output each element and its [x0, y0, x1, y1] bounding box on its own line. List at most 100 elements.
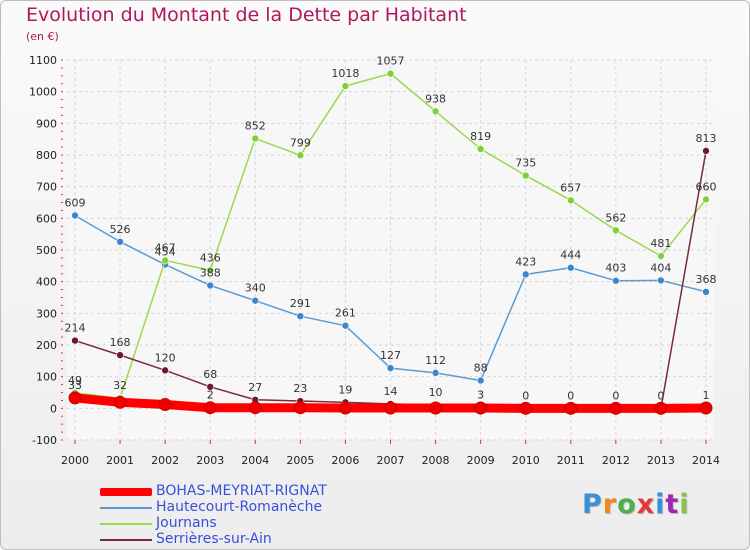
data-point: [206, 281, 215, 290]
data-point: [566, 196, 575, 205]
y-tick-label: 100: [36, 371, 57, 384]
data-point: [702, 147, 710, 155]
y-tick-label: 0: [50, 402, 57, 415]
data-label: 444: [560, 249, 581, 262]
data-point: [521, 270, 530, 279]
axes: -100010020030040050060070080090010001100…: [29, 54, 720, 467]
data-label: 454: [155, 246, 176, 259]
data-label: 261: [335, 307, 356, 320]
data-label: 291: [290, 297, 311, 310]
data-label: 49: [68, 374, 82, 387]
y-tick-label: 500: [36, 244, 57, 257]
data-label: 799: [290, 136, 311, 149]
data-label: 27: [248, 381, 262, 394]
data-point: [429, 401, 443, 415]
data-point: [609, 401, 623, 415]
data-point: [251, 134, 260, 143]
data-label: 813: [696, 132, 717, 145]
y-tick-label: 900: [36, 117, 57, 130]
data-point: [474, 401, 488, 415]
data-label: 2: [207, 389, 214, 402]
data-label: 819: [470, 130, 491, 143]
data-point: [657, 276, 665, 285]
data-point: [699, 401, 713, 415]
logo-letter: o: [617, 489, 637, 520]
data-point: [338, 401, 352, 415]
x-tick-label: 2000: [61, 454, 89, 467]
data-point: [386, 364, 395, 372]
x-tick-label: 2012: [602, 454, 630, 467]
data-label: 526: [110, 223, 131, 236]
x-tick-label: 2013: [647, 454, 675, 467]
x-tick-label: 2002: [151, 454, 179, 467]
data-label: 120: [155, 351, 176, 364]
y-tick-label: 300: [36, 307, 57, 320]
data-point: [206, 266, 215, 275]
data-point: [431, 107, 440, 116]
data-label: 403: [605, 262, 626, 275]
legend-label: BOHAS-MEYRIAT-RIGNAT: [156, 483, 327, 499]
data-point: [116, 237, 124, 246]
data-label: 368: [696, 273, 717, 286]
data-label: 10: [429, 386, 443, 399]
data-label: 68: [203, 368, 217, 381]
data-label: 423: [515, 255, 536, 268]
data-point: [68, 391, 82, 405]
y-tick-label: 1000: [29, 86, 57, 99]
data-label: 0: [657, 389, 664, 402]
data-label: 112: [425, 354, 446, 367]
y-tick-label: 600: [36, 212, 57, 225]
data-point: [521, 171, 530, 180]
x-tick-label: 2008: [422, 454, 450, 467]
x-tick-label: 2007: [377, 454, 405, 467]
data-point: [206, 382, 215, 391]
legend-swatch: [100, 523, 152, 525]
data-point: [384, 401, 397, 415]
x-tick-label: 2003: [196, 454, 224, 467]
x-tick-label: 2011: [557, 454, 585, 467]
plot-area: [67, 60, 714, 440]
data-point: [341, 321, 350, 330]
data-point: [564, 401, 578, 415]
legend-label: Serrières-sur-Ain: [156, 531, 272, 547]
y-tick-label: 800: [36, 149, 57, 162]
data-point: [341, 82, 350, 90]
data-label: 127: [380, 349, 401, 362]
data-label: 340: [245, 282, 266, 295]
data-point: [702, 195, 710, 204]
data-point: [71, 336, 79, 345]
data-point: [657, 252, 665, 260]
x-tick-label: 2001: [106, 454, 134, 467]
x-tick-label: 2014: [692, 454, 720, 467]
y-tick-label: 400: [36, 276, 57, 289]
data-point: [158, 398, 172, 412]
data-point: [161, 256, 169, 265]
data-label: 1018: [331, 67, 359, 80]
series-group: [68, 69, 713, 415]
chart-subtitle: (en €): [26, 30, 59, 43]
data-label: 0: [567, 389, 574, 402]
data-point: [431, 369, 440, 377]
data-point: [296, 151, 305, 160]
y-tick-label: 200: [36, 339, 57, 352]
data-label: 168: [110, 336, 131, 349]
legend-swatch: [100, 539, 152, 541]
x-tick-label: 2009: [467, 454, 495, 467]
data-point: [519, 401, 533, 415]
data-label: 562: [605, 211, 626, 224]
data-label: 436: [200, 251, 221, 264]
logo-letter: i: [679, 489, 690, 520]
data-point: [203, 401, 217, 415]
data-label: 33: [68, 379, 82, 392]
data-label: 32: [113, 379, 127, 392]
data-label: 0: [612, 389, 619, 402]
data-label: 404: [650, 261, 671, 274]
data-point: [476, 145, 485, 153]
data-label: 3: [477, 388, 484, 401]
data-label: 19: [338, 383, 352, 396]
data-label: 660: [696, 180, 717, 193]
data-label: 609: [65, 196, 86, 209]
data-point: [248, 401, 262, 415]
data-point: [654, 401, 668, 415]
